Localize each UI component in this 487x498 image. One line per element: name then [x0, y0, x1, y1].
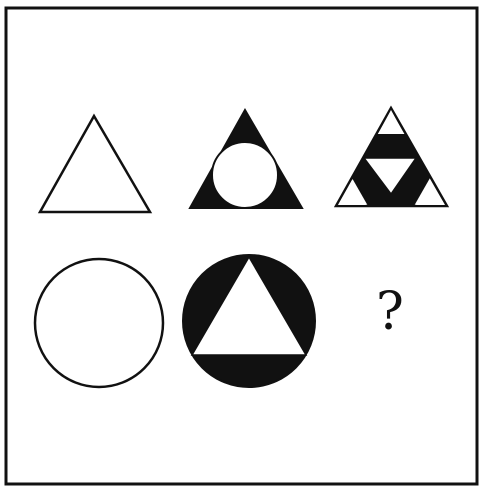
inscribed-white-triangle: [190, 255, 308, 356]
figure-triangle-with-inverted-triangle: [333, 105, 450, 208]
figure-plain-triangle: [37, 113, 153, 214]
inner-white-triangle: [362, 157, 418, 196]
figure-circle-with-triangle: [182, 254, 316, 388]
inscribed-white-circle: [211, 141, 279, 209]
figure-plain-circle: [33, 257, 165, 389]
top-corner: [378, 110, 404, 134]
figure-triangle-with-circle: [188, 107, 304, 209]
outer-border: [4, 6, 479, 486]
right-corner: [416, 180, 445, 205]
missing-figure-question-mark: ?: [376, 282, 404, 342]
left-corner: [338, 180, 366, 205]
